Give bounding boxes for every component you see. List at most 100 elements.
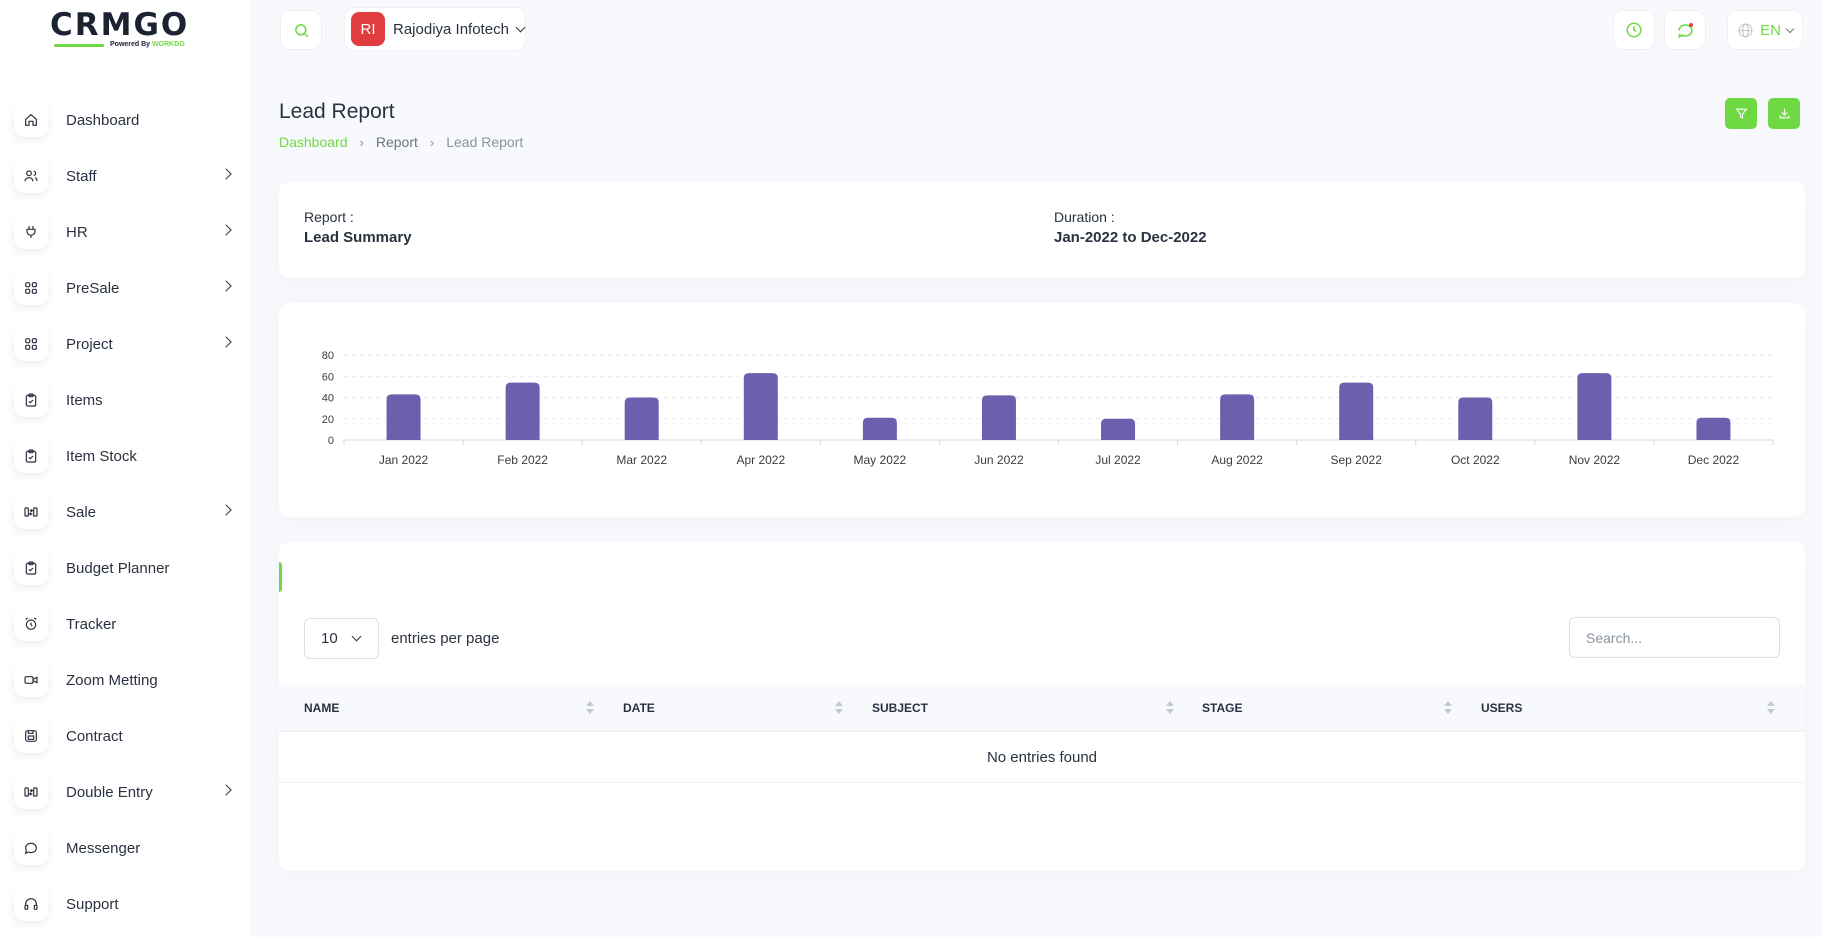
card-accent bbox=[279, 562, 282, 592]
sidebar-item-tracker[interactable]: Tracker bbox=[14, 596, 234, 652]
clipboard-icon bbox=[14, 551, 48, 585]
sidebar-item-project[interactable]: Project bbox=[14, 316, 234, 372]
column-subject[interactable]: SUBJECT bbox=[872, 701, 929, 715]
report-label: Report : bbox=[304, 209, 354, 225]
workspace-name: Rajodiya Infotech bbox=[393, 20, 509, 38]
x-tick-label: Apr 2022 bbox=[736, 453, 785, 467]
filter-icon bbox=[1735, 108, 1747, 119]
lead-chart-card: 0 20 40 60 80 Jan 2022 Feb 2022 Mar 2022 Apr 202… bbox=[279, 303, 1805, 517]
bar-apr-2022 bbox=[743, 373, 778, 440]
plug-icon bbox=[14, 215, 48, 249]
bar-jan-2022 bbox=[386, 394, 421, 440]
search-icon bbox=[294, 23, 308, 37]
chevron-right-icon bbox=[220, 784, 232, 796]
bar-dec-2022 bbox=[1696, 417, 1731, 440]
x-tick-label: Jul 2022 bbox=[1095, 453, 1141, 467]
entries-value: 10 bbox=[321, 630, 338, 647]
column-name[interactable]: NAME bbox=[304, 701, 340, 715]
breadcrumb-report[interactable]: Report bbox=[375, 134, 418, 150]
bar-jul-2022 bbox=[1101, 418, 1136, 440]
sidebar-item-label: Items bbox=[66, 391, 103, 409]
sidebar-item-items[interactable]: Items bbox=[14, 372, 234, 428]
grid-icon bbox=[14, 327, 48, 361]
column-users[interactable]: USERS bbox=[1481, 701, 1523, 715]
sidebar-item-support[interactable]: Support bbox=[14, 876, 234, 932]
clock-icon bbox=[1626, 22, 1642, 38]
sidebar-item-staff[interactable]: Staff bbox=[14, 148, 234, 204]
duration-label: Duration : bbox=[1054, 209, 1115, 225]
x-tick-label: Dec 2022 bbox=[1688, 453, 1740, 467]
sidebar-item-double-entry[interactable]: Double Entry bbox=[14, 764, 234, 820]
x-tick-label: Aug 2022 bbox=[1211, 453, 1263, 467]
alarm-icon bbox=[14, 607, 48, 641]
download-button[interactable] bbox=[1768, 98, 1800, 129]
sort-icon[interactable] bbox=[1166, 701, 1174, 715]
sidebar-item-dashboard[interactable]: Dashboard bbox=[14, 92, 234, 148]
sidebar: CRMGO Powered By WORKDO Dashboard Staff HR… bbox=[0, 0, 250, 937]
workspace-switcher[interactable]: RI Rajodiya Infotech bbox=[344, 7, 526, 51]
table-header: NAME DATE SUBJECT STAGE USERS bbox=[279, 684, 1805, 732]
sidebar-item-messenger[interactable]: Messenger bbox=[14, 820, 234, 876]
sidebar-item-label: Project bbox=[66, 335, 113, 353]
sidebar-item-budget-planner[interactable]: Budget Planner bbox=[14, 540, 234, 596]
sidebar-item-label: Double Entry bbox=[66, 783, 153, 801]
bar-feb-2022 bbox=[505, 382, 540, 440]
download-icon bbox=[1779, 108, 1789, 119]
sidebar-item-label: Tracker bbox=[66, 615, 117, 633]
logo-powered-by: Powered By WORKDO bbox=[110, 41, 185, 48]
report-value: Lead Summary bbox=[304, 229, 412, 246]
bar-mar-2022 bbox=[624, 397, 659, 440]
y-tick-label: 20 bbox=[322, 414, 334, 426]
chat-icon bbox=[14, 831, 48, 865]
duration-info: Duration : Jan-2022 to Dec-2022 bbox=[1054, 209, 1207, 246]
chevron-right-icon bbox=[220, 504, 232, 516]
column-stage[interactable]: STAGE bbox=[1202, 701, 1243, 715]
breadcrumb-separator: › bbox=[429, 134, 435, 150]
sidebar-item-label: Contract bbox=[66, 727, 123, 745]
bar-sep-2022 bbox=[1339, 382, 1374, 440]
entries-label: entries per page bbox=[391, 630, 500, 647]
x-tick-label: Feb 2022 bbox=[497, 453, 548, 467]
filter-button[interactable] bbox=[1725, 98, 1757, 129]
messages-button[interactable] bbox=[1664, 10, 1706, 50]
table-search-input[interactable] bbox=[1569, 617, 1780, 658]
sidebar-item-contract[interactable]: Contract bbox=[14, 708, 234, 764]
sidebar-item-item-stock[interactable]: Item Stock bbox=[14, 428, 234, 484]
sort-icon[interactable] bbox=[586, 701, 594, 715]
sidebar-item-zoom-metting[interactable]: Zoom Metting bbox=[14, 652, 234, 708]
sort-icon[interactable] bbox=[1767, 701, 1775, 715]
breadcrumb-current: Lead Report bbox=[446, 134, 524, 150]
sidebar-item-label: HR bbox=[66, 223, 88, 241]
users-icon bbox=[14, 159, 48, 193]
sidebar-item-sale[interactable]: Sale bbox=[14, 484, 234, 540]
report-info-card: Report : Lead Summary Duration : Jan-202… bbox=[279, 182, 1805, 278]
breadcrumb: Dashboard › Report › Lead Report bbox=[279, 134, 523, 150]
x-tick-label: Jun 2022 bbox=[974, 453, 1024, 467]
sidebar-item-label: Dashboard bbox=[66, 111, 140, 129]
brand-logo[interactable]: CRMGO Powered By WORKDO bbox=[50, 8, 200, 50]
entries-select[interactable]: 10 bbox=[304, 618, 379, 659]
clipboard-icon bbox=[14, 439, 48, 473]
sort-icon[interactable] bbox=[835, 701, 843, 715]
column-date[interactable]: DATE bbox=[623, 701, 655, 715]
x-tick-label: Sep 2022 bbox=[1331, 453, 1383, 467]
sidebar-item-label: Zoom Metting bbox=[66, 671, 158, 689]
duration-value: Jan-2022 to Dec-2022 bbox=[1054, 229, 1207, 246]
search-button[interactable] bbox=[280, 10, 322, 50]
language-switcher[interactable]: EN bbox=[1727, 10, 1803, 50]
sidebar-item-presale[interactable]: PreSale bbox=[14, 260, 234, 316]
topbar: RI Rajodiya Infotech EN bbox=[250, 0, 1822, 58]
sidebar-item-label: Budget Planner bbox=[66, 559, 170, 577]
entries-per-page: 10 entries per page bbox=[304, 618, 499, 659]
sidebar-item-hr[interactable]: HR bbox=[14, 204, 234, 260]
sort-icon[interactable] bbox=[1444, 701, 1452, 715]
save-icon bbox=[14, 719, 48, 753]
transfer-icon bbox=[14, 495, 48, 529]
empty-table-message: No entries found bbox=[279, 732, 1805, 783]
time-tracker-button[interactable] bbox=[1613, 10, 1655, 50]
bar-oct-2022 bbox=[1458, 397, 1493, 440]
breadcrumb-dashboard[interactable]: Dashboard bbox=[279, 134, 348, 150]
sidebar-item-label: PreSale bbox=[66, 279, 120, 297]
chevron-down-icon bbox=[351, 631, 362, 642]
chevron-down-icon bbox=[515, 22, 526, 32]
